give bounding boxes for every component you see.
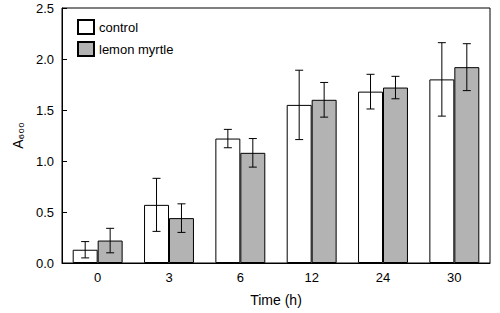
svg-text:0.5: 0.5 [36,205,54,220]
svg-text:Time (h): Time (h) [250,292,302,308]
svg-text:30: 30 [447,270,461,285]
svg-text:12: 12 [304,270,318,285]
svg-text:24: 24 [376,270,390,285]
svg-text:0: 0 [94,270,101,285]
svg-text:2.5: 2.5 [36,1,54,16]
svg-text:lemon myrtle: lemon myrtle [99,42,173,57]
svg-text:2.0: 2.0 [36,52,54,67]
svg-text:1.5: 1.5 [36,103,54,118]
svg-text:1.0: 1.0 [36,154,54,169]
svg-text:6: 6 [237,270,244,285]
svg-text:control: control [99,20,138,35]
svg-text:0.0: 0.0 [36,256,54,271]
svg-text:3: 3 [165,270,172,285]
svg-text:A₆₀₀: A₆₀₀ [10,122,26,149]
